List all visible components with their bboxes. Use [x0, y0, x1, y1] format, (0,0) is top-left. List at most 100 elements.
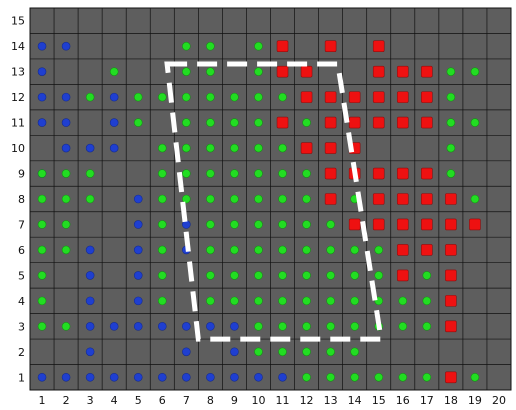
data-point-blue — [230, 347, 239, 357]
data-point-green — [254, 67, 263, 76]
data-point-green — [278, 92, 287, 102]
data-point-green — [398, 296, 408, 306]
data-point-red — [445, 244, 457, 256]
data-point-green — [302, 245, 311, 255]
data-point-red — [324, 142, 337, 154]
data-point-blue — [109, 372, 119, 382]
data-point-green — [254, 271, 263, 280]
data-point-green — [278, 245, 287, 255]
data-point-red — [372, 116, 385, 129]
data-point-blue — [85, 296, 95, 306]
x-tick-label: 1 — [39, 394, 46, 407]
data-point-blue — [133, 245, 143, 255]
data-point-green — [206, 143, 215, 153]
x-tick-label: 17 — [420, 394, 434, 407]
data-point-red — [445, 193, 457, 205]
x-tick-label: 9 — [231, 394, 238, 407]
data-point-red — [421, 65, 433, 78]
data-point-blue — [109, 322, 119, 331]
y-tick-label: 3 — [18, 320, 25, 333]
data-point-blue — [133, 194, 143, 204]
data-point-green — [182, 41, 191, 51]
data-point-red — [348, 218, 361, 231]
data-point-green — [470, 67, 480, 76]
y-tick-label: 5 — [18, 269, 25, 282]
data-point-green — [422, 296, 432, 306]
data-point-green — [326, 347, 335, 357]
data-point-green — [254, 169, 263, 178]
data-point-blue — [61, 118, 71, 127]
data-point-green — [37, 220, 47, 229]
data-point-blue — [61, 92, 71, 102]
data-point-blue — [182, 372, 191, 382]
data-point-green — [254, 322, 263, 331]
data-point-green — [350, 271, 359, 280]
y-tick-label: 14 — [11, 40, 25, 53]
x-tick-label: 19 — [468, 394, 482, 407]
data-point-blue — [85, 271, 95, 280]
data-point-red — [372, 91, 385, 103]
data-point-green — [37, 169, 47, 178]
data-point-green — [278, 322, 287, 331]
data-point-green — [182, 169, 191, 178]
data-point-blue — [157, 322, 167, 331]
y-tick-label: 1 — [18, 371, 25, 384]
data-point-green — [302, 347, 311, 357]
data-point-red — [445, 295, 457, 307]
x-tick-label: 2 — [63, 394, 70, 407]
data-point-green — [254, 41, 263, 51]
data-point-green — [61, 169, 71, 178]
data-point-red — [324, 116, 337, 129]
data-point-green — [37, 296, 47, 306]
data-point-red — [421, 91, 433, 103]
data-point-blue — [61, 143, 71, 153]
x-tick-label: 18 — [444, 394, 458, 407]
data-point-green — [37, 322, 47, 331]
data-point-blue — [133, 372, 143, 382]
data-point-green — [374, 245, 384, 255]
data-point-red — [421, 167, 433, 180]
data-point-red — [324, 167, 337, 180]
data-point-red — [276, 65, 289, 78]
data-point-blue — [133, 322, 143, 331]
x-tick-label: 15 — [372, 394, 386, 407]
data-point-green — [422, 322, 432, 331]
data-point-blue — [61, 372, 71, 382]
data-point-red — [324, 91, 337, 103]
data-points — [37, 40, 481, 384]
data-point-green — [230, 245, 239, 255]
data-point-blue — [37, 92, 47, 102]
y-tick-label: 8 — [18, 193, 25, 206]
data-point-red — [396, 193, 409, 205]
data-point-green — [37, 271, 47, 280]
data-point-green — [61, 245, 71, 255]
data-point-green — [254, 118, 263, 127]
data-point-green — [326, 271, 335, 280]
data-point-green — [230, 143, 239, 153]
data-point-green — [230, 194, 239, 204]
data-point-red — [372, 167, 385, 180]
data-point-red — [396, 244, 409, 256]
data-point-green — [278, 194, 287, 204]
data-point-green — [230, 271, 239, 280]
data-point-green — [61, 194, 71, 204]
y-tick-label: 11 — [11, 117, 25, 130]
data-point-green — [446, 67, 456, 76]
data-point-green — [350, 372, 359, 382]
data-point-blue — [85, 347, 95, 357]
data-point-blue — [133, 220, 143, 229]
data-point-blue — [206, 322, 215, 331]
data-point-green — [85, 169, 95, 178]
y-tick-label: 6 — [18, 244, 25, 257]
data-point-green — [446, 118, 456, 127]
data-point-green — [470, 194, 480, 204]
data-point-green — [85, 92, 95, 102]
data-point-blue — [182, 322, 191, 331]
data-point-green — [326, 372, 335, 382]
data-point-green — [61, 220, 71, 229]
data-point-green — [326, 322, 335, 331]
y-tick-label: 15 — [11, 15, 25, 28]
data-point-blue — [109, 92, 119, 102]
data-point-red — [324, 193, 337, 205]
data-point-red — [372, 40, 385, 53]
